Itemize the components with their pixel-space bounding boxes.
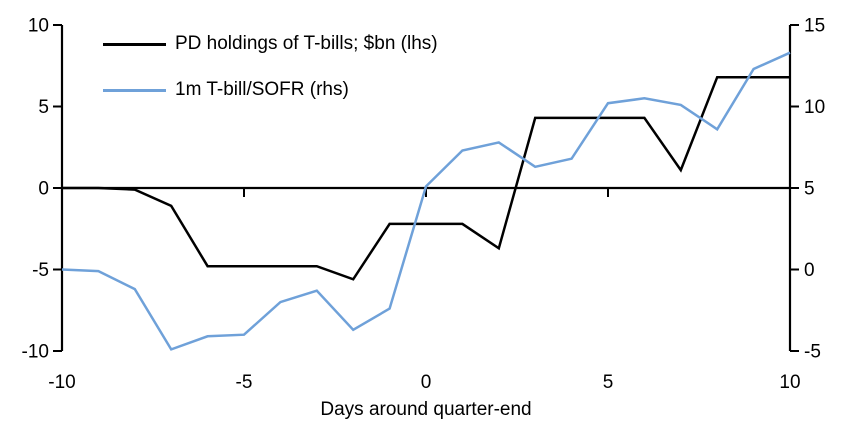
right-axis: 15 10 5 0 -5 [788,16,825,363]
left-axis-tick-label: 5 [38,97,49,118]
left-axis-tick-label: 0 [38,179,49,200]
left-axis-tick-label: 10 [28,16,49,37]
x-axis-labels: -10 -5 0 5 10 [48,372,800,393]
right-axis-tick-label: 15 [804,16,825,37]
legend-line-sofr [103,88,166,92]
left-axis: 10 5 0 -5 -10 [22,16,64,363]
right-axis-tick-label: 5 [804,179,815,200]
series-line-sofr [61,51,791,351]
x-axis-tick-label: 5 [603,372,614,393]
legend-label-sofr: 1m T-bill/SOFR (rhs) [175,79,349,100]
series-line-pd-holdings [62,75,790,281]
legend-item-pd-holdings: PD holdings of T-bills; $bn (lhs) [103,33,438,55]
left-axis-tick-label: -10 [22,342,49,363]
x-axis-title: Days around quarter-end [320,399,532,420]
legend-item-sofr: 1m T-bill/SOFR (rhs) [103,79,438,101]
right-axis-tick-label: -5 [804,342,821,363]
legend-label-pd-holdings: PD holdings of T-bills; $bn (lhs) [175,33,438,54]
left-axis-tick-label: -5 [32,260,49,281]
legend: PD holdings of T-bills; $bn (lhs) 1m T-b… [103,33,438,101]
x-axis-tick-label: 0 [421,372,432,393]
x-axis-tick-label: 10 [779,372,800,393]
right-axis-tick-label: 10 [804,97,825,118]
legend-line-pd-holdings [103,42,166,46]
x-axis-tick-label: -10 [48,372,75,393]
x-axis-tick-label: -5 [236,372,253,393]
right-axis-tick-label: 0 [804,260,815,281]
